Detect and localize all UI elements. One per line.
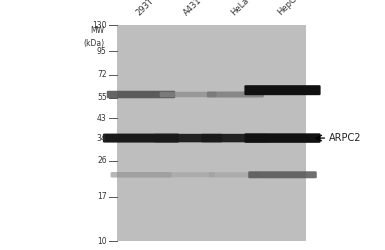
Text: HepG2: HepG2: [276, 0, 303, 18]
Text: 43: 43: [97, 114, 107, 123]
FancyBboxPatch shape: [162, 172, 215, 177]
FancyBboxPatch shape: [154, 134, 223, 142]
FancyBboxPatch shape: [244, 85, 321, 95]
Text: A431: A431: [182, 0, 203, 18]
Text: ARPC2: ARPC2: [329, 133, 362, 143]
Text: 95: 95: [97, 47, 107, 56]
FancyBboxPatch shape: [160, 92, 217, 97]
FancyBboxPatch shape: [209, 172, 262, 178]
FancyBboxPatch shape: [201, 134, 270, 142]
Text: (kDa): (kDa): [84, 39, 105, 48]
Text: 130: 130: [92, 20, 107, 30]
Text: 10: 10: [97, 237, 107, 246]
FancyBboxPatch shape: [110, 172, 171, 178]
Bar: [117, 25, 306, 241]
Text: HeLa: HeLa: [229, 0, 251, 18]
FancyBboxPatch shape: [107, 91, 175, 98]
Text: MW: MW: [90, 26, 105, 35]
FancyBboxPatch shape: [207, 92, 264, 98]
Text: 293T: 293T: [135, 0, 156, 18]
Text: 34: 34: [97, 134, 107, 142]
Text: 72: 72: [97, 70, 107, 79]
Text: 55: 55: [97, 93, 107, 102]
Text: 26: 26: [97, 156, 107, 165]
FancyBboxPatch shape: [244, 133, 321, 143]
Text: 17: 17: [97, 192, 107, 201]
FancyBboxPatch shape: [103, 134, 179, 142]
FancyBboxPatch shape: [248, 171, 317, 178]
